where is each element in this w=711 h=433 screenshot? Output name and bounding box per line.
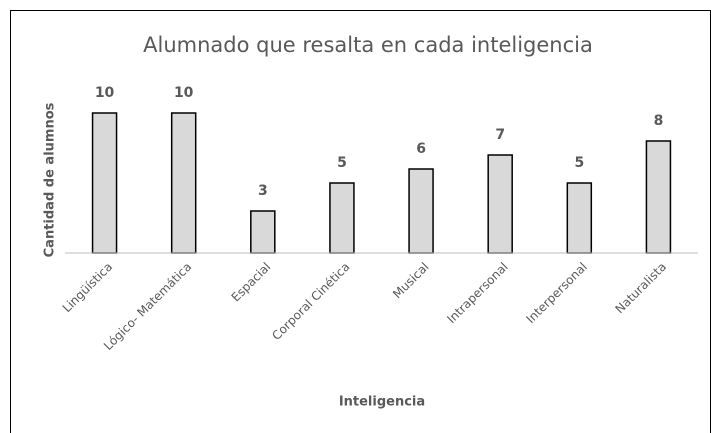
bar	[408, 168, 434, 254]
bar	[250, 210, 276, 254]
data-label: 7	[495, 127, 505, 143]
bar	[645, 140, 672, 254]
data-label: 5	[337, 155, 347, 171]
bar	[170, 112, 197, 254]
y-axis-title: Cantidad de alumnos	[43, 102, 58, 257]
x-axis-title: Inteligencia	[339, 395, 425, 410]
data-label: 6	[416, 141, 426, 157]
data-label: 10	[174, 85, 194, 101]
data-label: 8	[654, 113, 664, 129]
chart-frame	[10, 10, 711, 433]
chart-title: Alumnado que resalta en cada inteligenci…	[143, 33, 593, 57]
data-label: 3	[258, 183, 268, 199]
bar	[91, 112, 118, 254]
bar	[487, 154, 513, 254]
data-label: 5	[574, 155, 584, 171]
data-label: 10	[95, 85, 115, 101]
bar	[329, 182, 355, 254]
bar	[566, 182, 593, 254]
